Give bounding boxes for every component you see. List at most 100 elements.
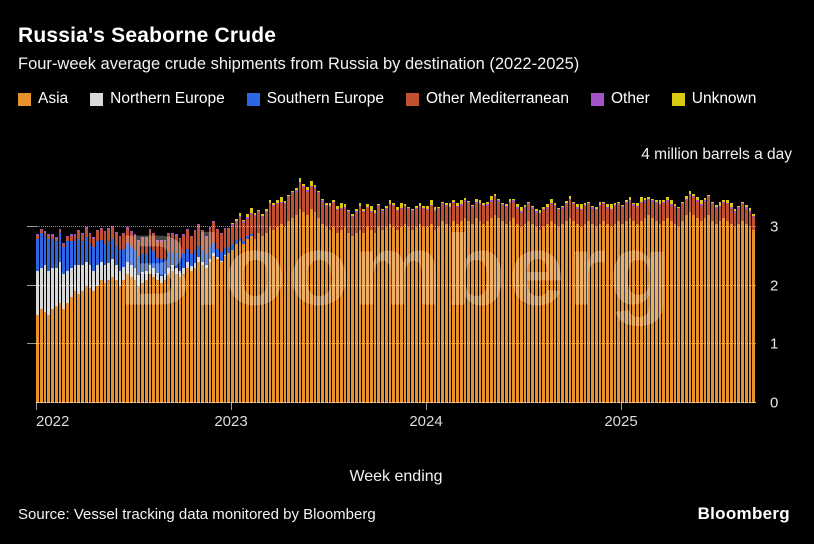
bar-segment [489,200,493,202]
bar-segment [407,206,410,208]
bar-segment [741,202,744,204]
bar-segment [658,223,662,403]
bar-segment [302,186,305,188]
bar-segment [527,203,530,205]
bar [156,168,159,403]
bar-segment [662,203,665,221]
bar-segment [711,203,714,205]
x-tick-mark [231,403,232,410]
bar [737,168,740,403]
bar-segment [231,223,234,225]
bar-segment [294,215,298,403]
bar [354,168,358,403]
bar-segment [309,180,313,186]
bar-segment [538,214,542,230]
bar-segment [411,209,414,211]
bar-segment [516,223,519,403]
bar-segment [253,238,257,403]
bar-segment [261,216,264,236]
bar-segment [133,279,137,403]
bar-segment [54,267,58,307]
bar [62,168,65,403]
bar-segment [137,285,140,403]
bar-segment [167,233,170,235]
bar-segment [249,213,253,235]
bar-segment [92,291,95,403]
bar-segment [306,191,309,215]
bar-segment [257,212,260,233]
bar-segment [632,220,635,403]
bar-segment [504,207,508,224]
bar-segment [291,190,294,193]
bar-segment [647,215,650,403]
bar-segment [561,223,564,403]
bar [66,168,69,403]
bar-segment [302,212,305,403]
bar-segment [294,187,298,191]
bar-segment [171,264,174,271]
bar [407,168,410,403]
bar [744,168,748,403]
bar-segment [411,208,414,210]
bar-segment [684,199,688,215]
bar-segment [96,285,99,403]
bar-segment [39,309,43,403]
bar-segment [673,207,677,224]
bar-segment [362,232,365,403]
bar-segment [583,202,587,206]
bar [478,168,482,403]
bloomberg-logo: Bloomberg [697,504,790,523]
bar-segment [133,250,137,268]
bar-segment [107,227,110,230]
bar-segment [328,207,332,230]
bar [403,168,407,403]
bar-segment [152,276,155,403]
bar-segment [692,215,695,403]
bar-segment [283,204,287,227]
bar-segment [336,210,339,233]
bar [441,168,444,403]
bar-segment [613,205,617,207]
bar-segment [531,208,534,224]
bar-segment [238,241,242,403]
bar-segment [332,202,335,204]
bar-segment [482,223,485,403]
bar-segment [493,193,497,197]
bar-segment [47,238,50,271]
bar-segment [568,200,572,218]
bar-segment [291,217,294,403]
bar-segment [467,200,470,203]
bar-segment [512,198,515,201]
bar-segment [51,238,54,268]
bar-segment [407,207,410,210]
bar-segment [459,220,463,403]
bar-segment [204,235,208,237]
bar-segment [677,209,680,227]
bar-segment [666,197,669,201]
bar [298,168,302,403]
bar [429,168,433,403]
bar-segment [399,203,403,208]
bar-segment [126,227,129,229]
bar [223,168,227,403]
bar-segment [306,190,309,192]
bar-segment [111,276,114,403]
bar-segment [392,226,395,403]
bar-segment [418,223,422,403]
bar-segment [677,226,680,403]
bar-segment [73,291,77,403]
bar-segment [384,207,388,210]
bar-segment [741,220,744,403]
bar-segment [433,207,437,210]
bar-segment [489,201,493,218]
bar [193,168,197,403]
bar-segment [527,202,530,204]
bar-segment [602,203,605,205]
bar-segment [471,205,474,207]
bar [658,168,662,403]
bar-segment [238,216,242,218]
bar-segment [654,203,658,221]
bar-segment [572,203,575,205]
bar-segment [733,211,737,213]
bar [396,168,399,403]
